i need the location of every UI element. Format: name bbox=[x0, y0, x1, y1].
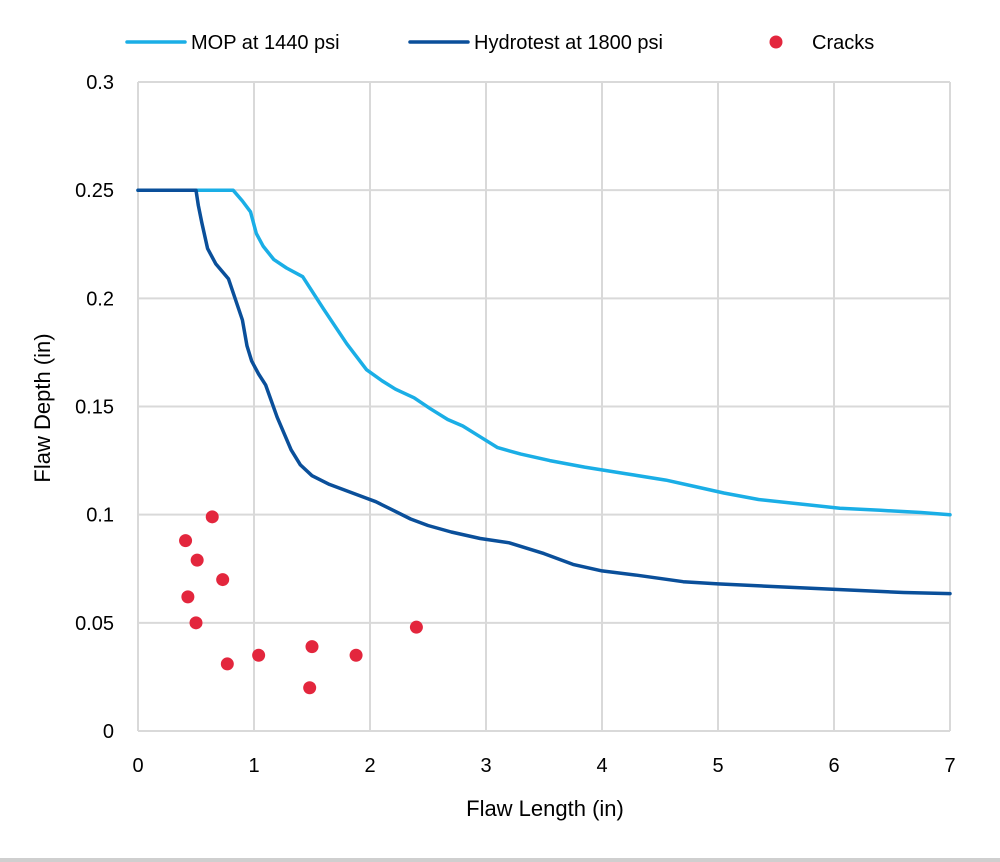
crack-point bbox=[303, 681, 317, 695]
legend-swatch bbox=[769, 35, 783, 49]
bottom-divider bbox=[0, 858, 1000, 862]
crack-point bbox=[220, 657, 234, 671]
series-line-1 bbox=[136, 188, 952, 596]
x-tick-label: 1 bbox=[248, 755, 259, 777]
x-tick-label: 5 bbox=[712, 755, 723, 777]
series-points bbox=[179, 510, 423, 695]
x-tick-label: 2 bbox=[364, 755, 375, 777]
legend-item-1: Hydrotest at 1800 psi bbox=[408, 32, 663, 54]
crack-point bbox=[181, 590, 195, 604]
legend-item-0: MOP at 1440 psi bbox=[125, 32, 340, 54]
y-tick-label: 0 bbox=[103, 721, 114, 743]
y-tick-label: 0.3 bbox=[86, 72, 114, 94]
y-axis-ticks: 0 0.05 0.1 0.15 0.2 0.25 0.3 bbox=[75, 72, 114, 743]
crack-point bbox=[190, 553, 204, 567]
legend-label: Cracks bbox=[812, 32, 874, 54]
y-tick-label: 0.1 bbox=[86, 505, 114, 527]
y-tick-label: 0.2 bbox=[86, 288, 114, 310]
legend: MOP at 1440 psi Hydrotest at 1800 psi Crac… bbox=[125, 32, 874, 54]
crack-point bbox=[205, 510, 219, 524]
x-tick-label: 4 bbox=[596, 755, 607, 777]
y-tick-label: 0.25 bbox=[75, 180, 114, 202]
series-lines bbox=[136, 188, 952, 596]
y-tick-label: 0.05 bbox=[75, 613, 114, 635]
x-tick-label: 6 bbox=[828, 755, 839, 777]
crack-point bbox=[305, 640, 319, 654]
crack-point bbox=[252, 648, 266, 662]
crack-point bbox=[409, 620, 423, 634]
crack-point bbox=[216, 573, 230, 587]
y-axis-title: Flaw Depth (in) bbox=[30, 333, 55, 482]
legend-label: Hydrotest at 1800 psi bbox=[474, 32, 663, 54]
crack-point bbox=[349, 648, 363, 662]
x-tick-label: 3 bbox=[480, 755, 491, 777]
x-tick-label: 0 bbox=[132, 755, 143, 777]
y-tick-label: 0.15 bbox=[75, 397, 114, 419]
legend-label: MOP at 1440 psi bbox=[191, 32, 340, 54]
x-axis-title: Flaw Length (in) bbox=[466, 796, 624, 821]
grid-lines bbox=[137, 81, 951, 732]
crack-point bbox=[189, 616, 203, 630]
legend-item-2: Cracks bbox=[769, 32, 874, 54]
crack-point bbox=[179, 534, 193, 548]
x-tick-label: 7 bbox=[944, 755, 955, 777]
series-line-0 bbox=[136, 188, 952, 517]
x-axis-ticks: 0 1 2 3 4 5 6 7 bbox=[132, 755, 955, 777]
